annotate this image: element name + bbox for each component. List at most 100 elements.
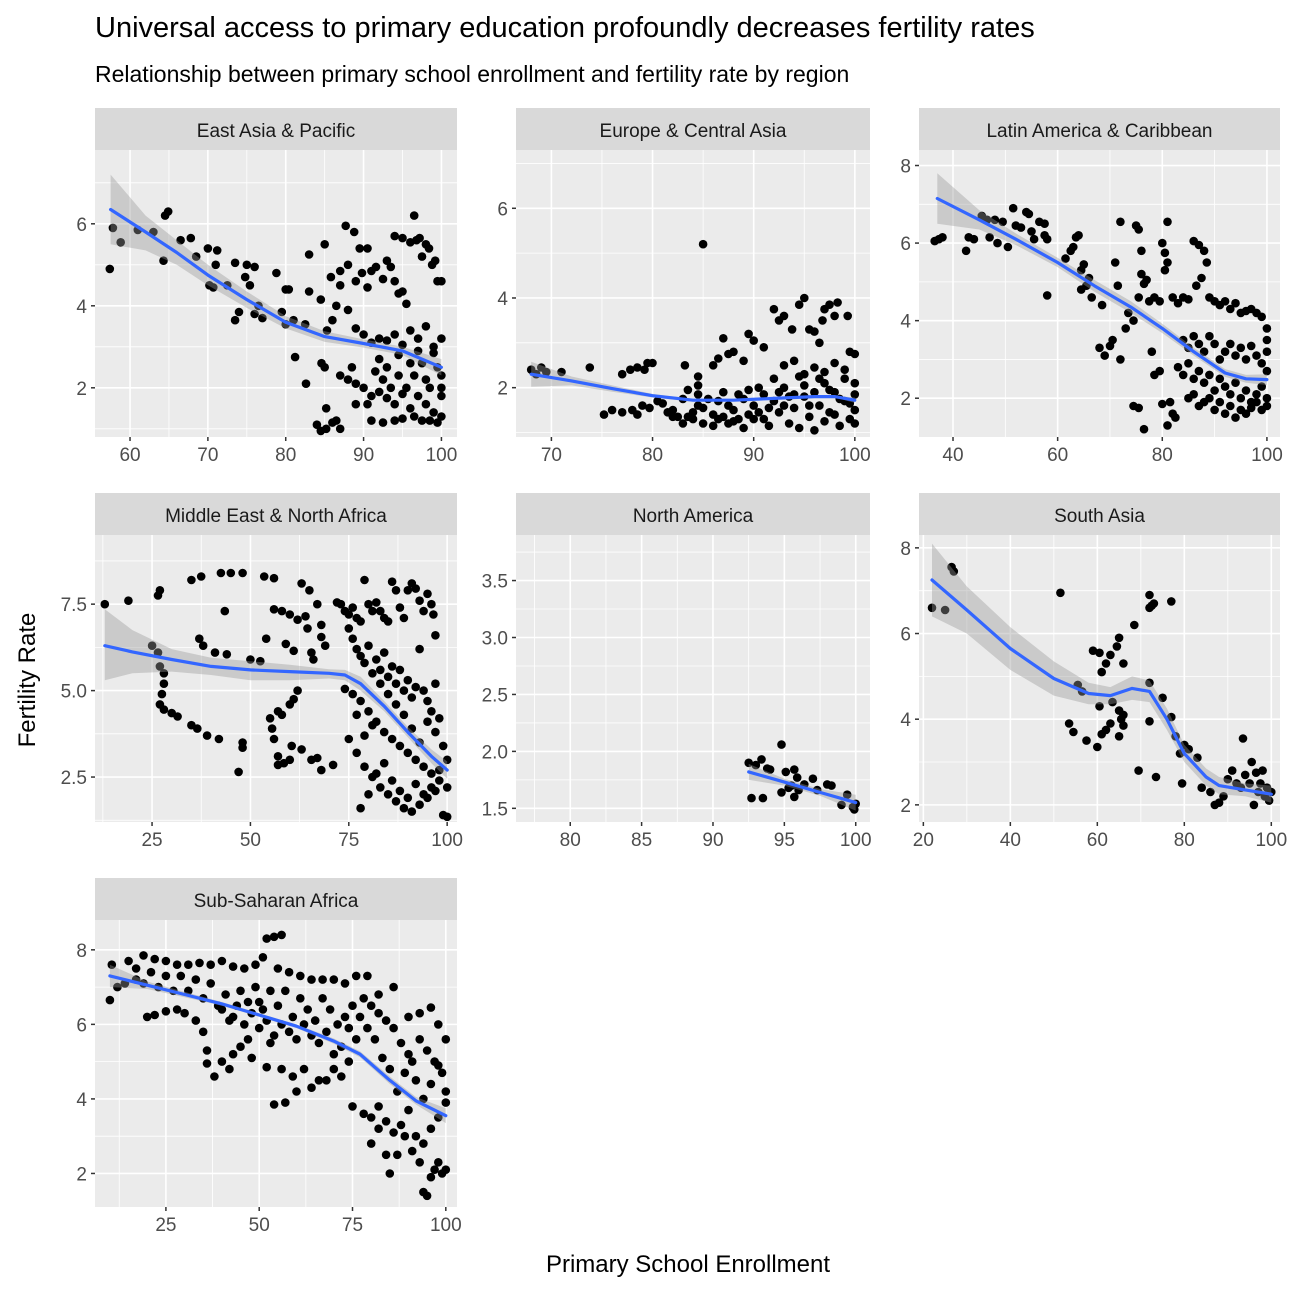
data-point bbox=[419, 606, 428, 616]
data-point bbox=[172, 1005, 182, 1014]
data-point bbox=[404, 1105, 413, 1115]
data-point bbox=[1134, 225, 1143, 234]
data-point bbox=[277, 307, 287, 317]
data-point bbox=[277, 1064, 286, 1074]
smooth-trend-line bbox=[529, 372, 857, 402]
data-point bbox=[299, 1064, 309, 1074]
facet-strip-label: Latin America & Caribbean bbox=[986, 121, 1212, 142]
data-point bbox=[1173, 298, 1183, 308]
data-point bbox=[348, 689, 358, 699]
facet-panel: South Asia 20 40 60 80 100 2 4 6 8 bbox=[900, 493, 1287, 851]
data-point bbox=[382, 393, 392, 403]
data-point bbox=[617, 408, 627, 417]
data-point bbox=[364, 641, 373, 650]
data-point bbox=[320, 363, 330, 372]
data-point bbox=[1093, 742, 1102, 752]
data-point bbox=[1215, 355, 1225, 364]
data-point bbox=[250, 262, 259, 272]
data-point bbox=[344, 624, 354, 633]
y-tick-label: 8 bbox=[900, 157, 911, 178]
x-tick-label: 70 bbox=[541, 445, 562, 466]
data-point bbox=[441, 1098, 451, 1107]
data-point bbox=[1215, 374, 1225, 384]
data-point bbox=[374, 387, 384, 397]
data-point bbox=[1158, 399, 1167, 409]
x-tick-label: 75 bbox=[338, 830, 359, 851]
data-point bbox=[441, 1087, 451, 1096]
data-point bbox=[355, 1012, 365, 1022]
data-point bbox=[340, 1012, 350, 1022]
data-point bbox=[320, 240, 330, 249]
data-point bbox=[1106, 719, 1115, 728]
y-tick-label: 2.5 bbox=[61, 768, 87, 789]
data-point bbox=[230, 315, 240, 325]
data-point bbox=[348, 603, 358, 612]
data-point bbox=[993, 238, 1002, 248]
y-tick-label: 6 bbox=[900, 234, 911, 255]
data-point bbox=[335, 281, 345, 290]
data-point bbox=[427, 707, 436, 716]
data-point bbox=[837, 800, 846, 810]
data-point bbox=[835, 421, 844, 431]
data-point bbox=[407, 693, 417, 702]
data-point bbox=[765, 765, 775, 774]
smooth-trend-line bbox=[103, 644, 449, 772]
confidence-band bbox=[531, 361, 855, 403]
data-point bbox=[1155, 366, 1164, 376]
data-point bbox=[542, 367, 551, 377]
data-point bbox=[1074, 231, 1083, 240]
y-tick-label: 6 bbox=[497, 199, 508, 220]
data-point bbox=[714, 354, 723, 363]
data-point bbox=[633, 410, 642, 419]
data-point bbox=[217, 1057, 227, 1066]
data-point bbox=[633, 363, 642, 372]
data-point bbox=[419, 790, 428, 799]
data-point bbox=[348, 1102, 357, 1111]
data-point bbox=[176, 235, 185, 245]
data-point bbox=[363, 399, 372, 409]
data-point bbox=[1097, 300, 1107, 310]
data-point bbox=[426, 1124, 436, 1133]
data-point bbox=[193, 724, 202, 733]
data-point bbox=[1256, 779, 1265, 788]
data-point bbox=[1114, 732, 1124, 741]
data-point bbox=[820, 417, 829, 426]
data-point bbox=[343, 375, 353, 384]
data-point bbox=[335, 371, 345, 380]
data-point bbox=[258, 953, 268, 962]
panel-data bbox=[100, 568, 452, 822]
data-point bbox=[332, 416, 341, 425]
data-point bbox=[336, 599, 346, 609]
facet-panel: East Asia & Pacific 60 70 80 90 100 2 4 6 bbox=[76, 108, 457, 466]
data-point bbox=[159, 669, 169, 678]
data-point bbox=[367, 391, 376, 401]
y-tick-label: 5.0 bbox=[61, 682, 87, 703]
data-point bbox=[313, 599, 322, 609]
data-point bbox=[1257, 312, 1266, 322]
facet-strip bbox=[95, 878, 457, 920]
data-point bbox=[626, 365, 635, 375]
data-point bbox=[379, 758, 389, 768]
data-point bbox=[240, 1020, 249, 1029]
data-point bbox=[638, 401, 647, 410]
data-point bbox=[374, 334, 384, 343]
data-point bbox=[368, 606, 377, 616]
data-point bbox=[427, 783, 436, 792]
y-tick-label: 3.0 bbox=[482, 629, 508, 650]
data-point bbox=[385, 1169, 395, 1178]
data-point bbox=[840, 365, 849, 375]
data-point bbox=[648, 358, 657, 368]
data-point bbox=[284, 285, 294, 294]
x-tick-label: 90 bbox=[353, 445, 374, 466]
data-point bbox=[396, 1120, 406, 1130]
data-point bbox=[124, 956, 133, 966]
data-point bbox=[322, 1076, 331, 1085]
data-point bbox=[385, 1064, 395, 1074]
x-tick-label: 80 bbox=[275, 445, 296, 466]
data-point bbox=[825, 300, 834, 310]
data-point bbox=[683, 385, 693, 395]
data-point bbox=[759, 390, 769, 399]
data-point bbox=[437, 412, 446, 421]
panel-data bbox=[105, 930, 451, 1201]
data-point bbox=[1189, 390, 1198, 399]
